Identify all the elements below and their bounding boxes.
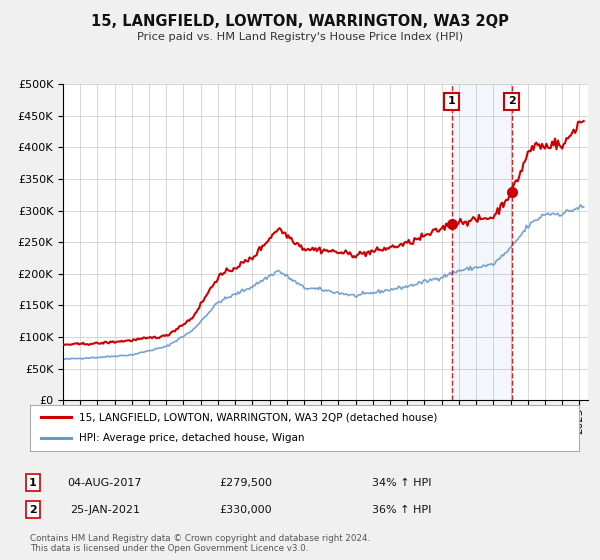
Text: HPI: Average price, detached house, Wigan: HPI: Average price, detached house, Wiga… xyxy=(79,433,305,444)
Text: 04-AUG-2017: 04-AUG-2017 xyxy=(68,478,142,488)
Text: £279,500: £279,500 xyxy=(220,478,272,488)
Text: £330,000: £330,000 xyxy=(220,505,272,515)
Text: Price paid vs. HM Land Registry's House Price Index (HPI): Price paid vs. HM Land Registry's House … xyxy=(137,32,463,42)
Text: 2: 2 xyxy=(508,96,515,106)
Text: 2: 2 xyxy=(29,505,37,515)
Text: 15, LANGFIELD, LOWTON, WARRINGTON, WA3 2QP (detached house): 15, LANGFIELD, LOWTON, WARRINGTON, WA3 2… xyxy=(79,412,438,422)
Text: 1: 1 xyxy=(448,96,455,106)
Text: Contains HM Land Registry data © Crown copyright and database right 2024.: Contains HM Land Registry data © Crown c… xyxy=(30,534,370,543)
Text: 36% ↑ HPI: 36% ↑ HPI xyxy=(373,505,431,515)
Text: 15, LANGFIELD, LOWTON, WARRINGTON, WA3 2QP: 15, LANGFIELD, LOWTON, WARRINGTON, WA3 2… xyxy=(91,14,509,29)
Text: 1: 1 xyxy=(29,478,37,488)
Text: This data is licensed under the Open Government Licence v3.0.: This data is licensed under the Open Gov… xyxy=(30,544,308,553)
Text: 25-JAN-2021: 25-JAN-2021 xyxy=(70,505,140,515)
Text: 34% ↑ HPI: 34% ↑ HPI xyxy=(372,478,432,488)
Bar xyxy=(452,84,512,400)
